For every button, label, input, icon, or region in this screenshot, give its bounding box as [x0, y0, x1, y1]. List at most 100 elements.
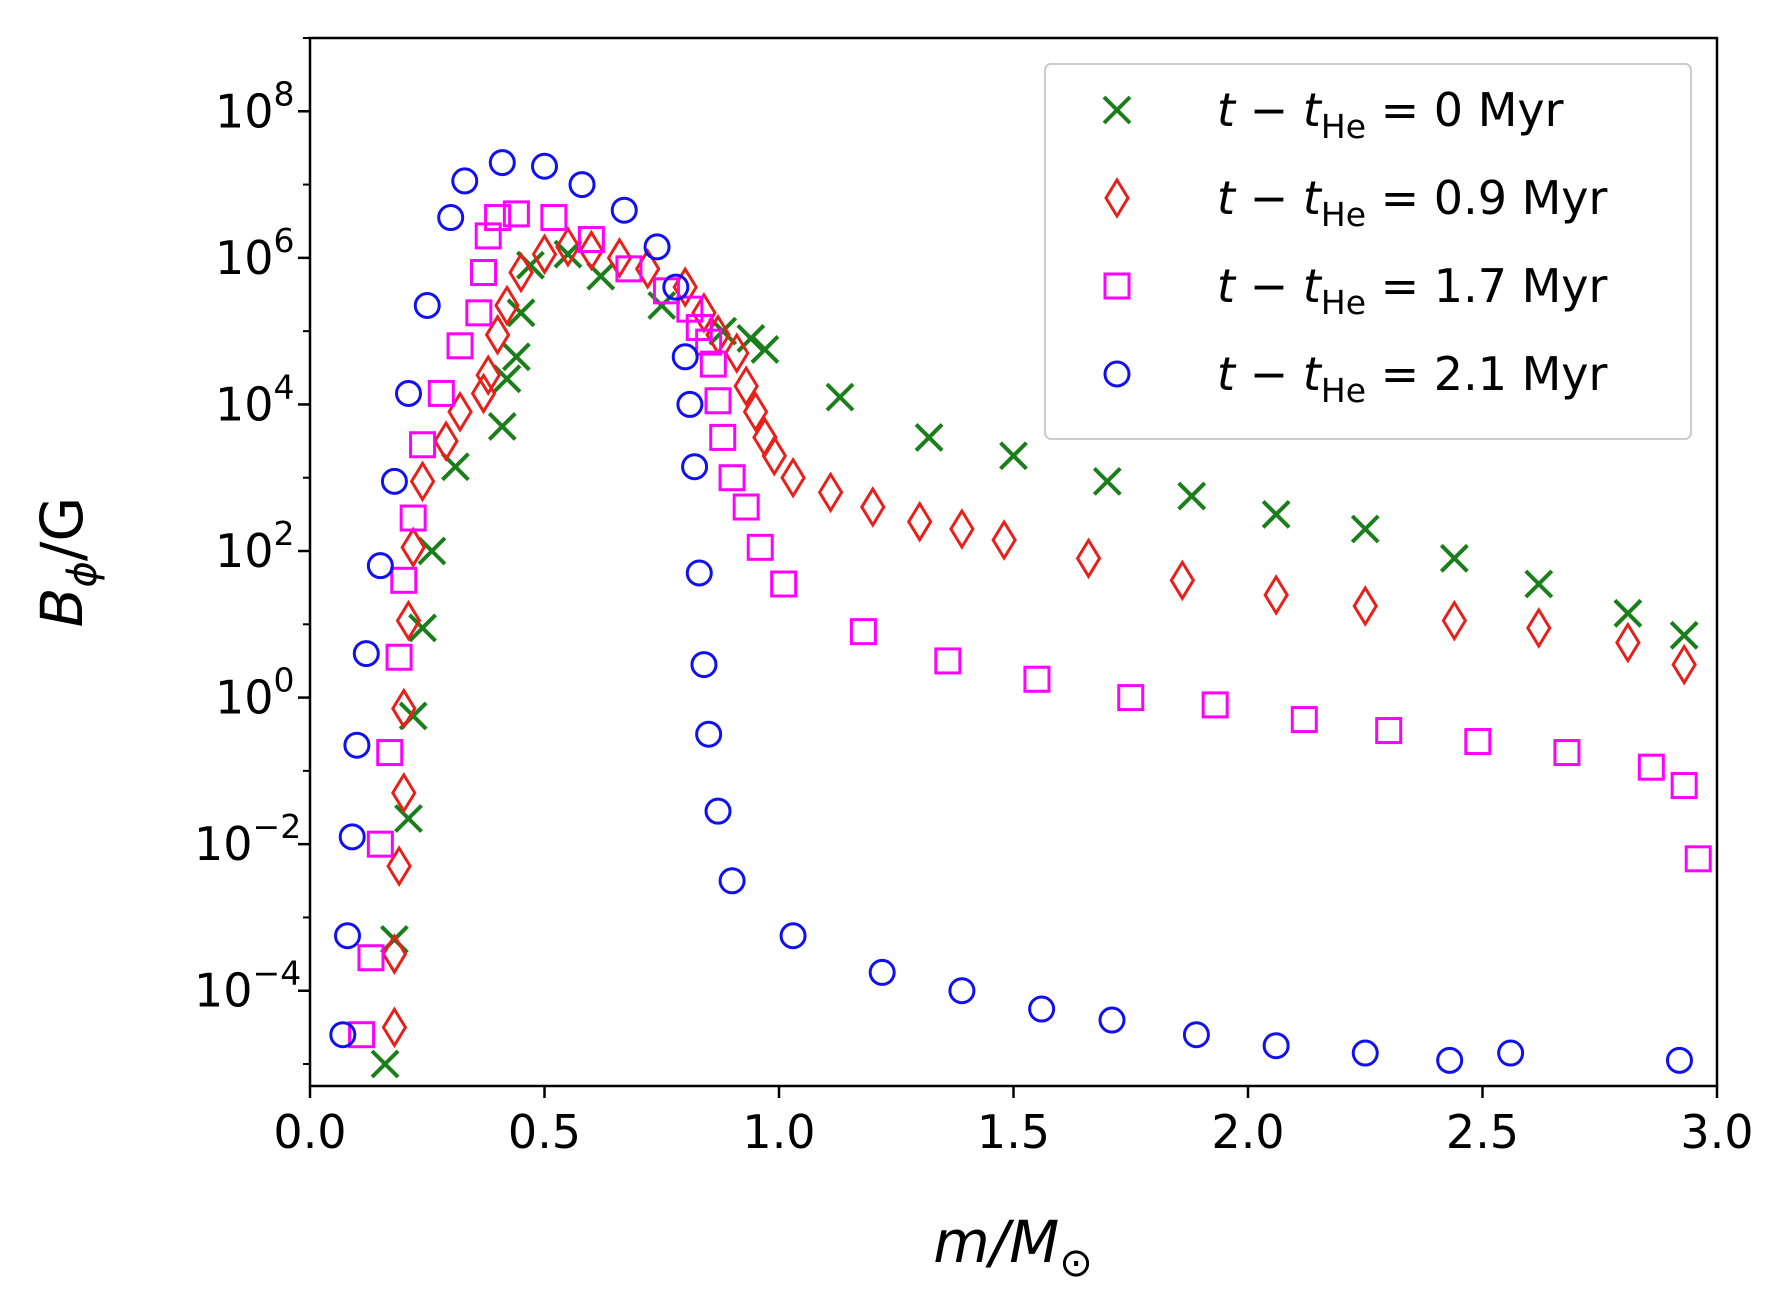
circle-point [779, 922, 807, 950]
square-point [376, 739, 404, 767]
circle-point [343, 731, 371, 759]
square-point [746, 533, 774, 561]
diamond-point [494, 284, 520, 327]
circle-point [676, 390, 704, 418]
square-point [348, 1021, 376, 1049]
circle-point [643, 233, 671, 261]
diamond-point [531, 233, 558, 276]
diamond-point [484, 313, 511, 356]
y-axis: 10−4 10−2 100 102 104 106 108 [194, 37, 310, 1066]
x-marker-stroke [825, 382, 855, 412]
diamond-point [1075, 537, 1102, 580]
circle-point [695, 720, 723, 748]
x-point [370, 1049, 400, 1079]
y-tick-label: 106 [215, 221, 295, 285]
circle-point [671, 343, 699, 371]
legend-marker-x [1102, 95, 1132, 125]
y-tick-label: 104 [215, 367, 295, 431]
diamond-point [386, 845, 412, 888]
square-point [474, 222, 502, 250]
legend-label: t − tHe = 0 Myr [1217, 83, 1564, 146]
legend-box [1044, 63, 1692, 440]
y-tick-label: 102 [215, 514, 295, 578]
x-tick-label: 2.0 [1211, 1105, 1284, 1159]
square-point [732, 493, 760, 521]
circle-point [1028, 995, 1056, 1023]
diamond-point [1263, 574, 1289, 616]
square-point [470, 259, 498, 287]
square-point [357, 944, 385, 972]
square-point [390, 566, 418, 594]
square-point [1670, 772, 1698, 800]
circle-point [488, 149, 516, 177]
circle-point [690, 651, 718, 679]
square-point [1464, 728, 1492, 756]
x-tick-label: 3.0 [1680, 1105, 1753, 1159]
x-axis-label: m/M⊙ [933, 1208, 1093, 1286]
diamond-point [1615, 621, 1641, 664]
x-point [750, 335, 780, 364]
x-marker-stroke [492, 364, 522, 394]
square-point [385, 643, 413, 671]
circle-point [685, 559, 713, 587]
x-marker-stroke [1092, 466, 1122, 496]
x-tick-label: 1.0 [742, 1105, 815, 1159]
legend-marker-diamond [1104, 177, 1130, 219]
circle-point [948, 977, 976, 1005]
circle-point [1182, 1021, 1210, 1049]
square-point [1023, 665, 1051, 693]
legend-label: t − tHe = 0.9 Myr [1217, 171, 1607, 234]
diamond-point [1352, 585, 1379, 627]
square-point [770, 570, 798, 598]
diamond-point [1169, 559, 1196, 602]
diamond-point [475, 354, 501, 396]
x-marker-stroke [1177, 481, 1207, 511]
legend-marker-square [1103, 272, 1131, 300]
x-point [825, 382, 855, 412]
circle-point [329, 1021, 357, 1049]
circle-point [338, 823, 366, 851]
x-marker-stroke [736, 324, 766, 353]
square-point [699, 350, 727, 378]
y-tick-label: 10−4 [194, 954, 301, 1018]
square-point [615, 255, 643, 283]
square-point [484, 204, 512, 232]
circle-point [380, 467, 408, 495]
x-marker-stroke [506, 298, 536, 328]
square-point [465, 299, 493, 327]
x-marker-stroke [440, 452, 470, 482]
square-point [1201, 691, 1229, 719]
x-point [736, 324, 766, 353]
x-point [394, 804, 423, 833]
x-tick-label: 2.5 [1446, 1105, 1519, 1159]
x-marker-stroke [1669, 620, 1699, 650]
diamond-point [949, 508, 975, 550]
square-point [849, 618, 877, 646]
x-tick-label: 0.5 [508, 1105, 581, 1159]
x-point [1439, 543, 1469, 573]
y-tick-label: 108 [215, 74, 295, 138]
series-x [370, 239, 1699, 1079]
x-marker-stroke [1613, 598, 1643, 628]
x-marker-stroke [408, 613, 437, 643]
circle-point [610, 196, 638, 224]
diamond-point [1526, 607, 1552, 649]
circle-point [1436, 1046, 1464, 1074]
square-point [409, 431, 437, 459]
x-marker-stroke [1261, 499, 1291, 529]
legend-marker-circle [1103, 360, 1131, 388]
circle-point [437, 204, 465, 232]
circle-point [366, 552, 394, 580]
square-point [1553, 739, 1581, 767]
x-point [492, 364, 522, 394]
x-point [487, 412, 517, 441]
diamond-point [400, 526, 426, 569]
circle-point [334, 922, 362, 950]
square-point [1637, 753, 1665, 781]
diamond-point [391, 771, 417, 814]
diamond-point [606, 236, 633, 279]
diamond-point [780, 456, 806, 499]
x-axis: 0.0 0.5 1.0 1.5 2.0 2.5 3.0 [273, 1086, 1754, 1159]
x-marker-stroke [999, 441, 1028, 471]
square-point [1117, 684, 1145, 712]
